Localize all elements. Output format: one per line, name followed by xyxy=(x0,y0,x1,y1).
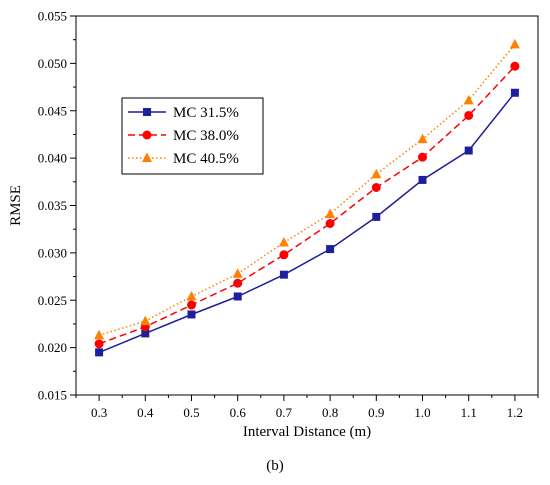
data-point xyxy=(233,278,243,288)
series-1 xyxy=(95,88,519,357)
data-point xyxy=(510,61,520,71)
data-point xyxy=(279,250,289,260)
y-tick-label: 0.015 xyxy=(38,388,67,403)
legend-entries: MC 31.5% MC 38.0% MC 40.5% xyxy=(128,105,239,167)
data-point xyxy=(186,290,197,301)
series-line xyxy=(98,92,516,354)
legend-label: MC 40.5% xyxy=(173,151,239,167)
legend-item: MC 31.5% xyxy=(128,105,239,121)
data-point xyxy=(371,168,382,179)
data-point xyxy=(279,270,288,279)
x-tick-label: 1.2 xyxy=(507,405,523,420)
legend-label: MC 38.0% xyxy=(173,128,239,144)
data-point xyxy=(325,208,336,219)
y-axis-title: RMSE xyxy=(8,185,24,226)
data-point xyxy=(325,219,335,229)
data-point xyxy=(372,212,381,221)
series-line xyxy=(98,43,516,337)
x-tick-label: 0.9 xyxy=(368,405,384,420)
x-tick-label: 0.4 xyxy=(137,405,154,420)
y-tick-label: 0.055 xyxy=(38,9,67,24)
data-point xyxy=(95,348,104,357)
legend-marker xyxy=(142,152,152,162)
data-point xyxy=(326,245,335,254)
series-group xyxy=(94,38,520,357)
data-point xyxy=(141,329,150,338)
data-point xyxy=(463,94,474,105)
data-point xyxy=(94,329,105,340)
data-point xyxy=(232,268,243,278)
y-axis-ticks: 0.015 0.020 0.025 0.030 0.035 0.040 0.045 0.050… xyxy=(38,9,76,403)
plot-frame xyxy=(75,15,539,396)
legend-marker xyxy=(143,108,151,116)
data-point xyxy=(233,292,242,301)
figure-caption: (b) xyxy=(266,458,284,474)
data-point xyxy=(187,310,196,319)
y-tick-label: 0.025 xyxy=(38,293,67,308)
data-point xyxy=(464,110,474,120)
data-point xyxy=(509,38,520,49)
x-tick-label: 0.6 xyxy=(230,405,247,420)
x-tick-label: 1.0 xyxy=(414,405,430,420)
x-tick-label: 0.8 xyxy=(322,405,338,420)
data-point xyxy=(418,152,427,162)
y-tick-label: 0.045 xyxy=(38,103,67,118)
y-tick-label: 0.035 xyxy=(38,198,67,213)
legend-label: MC 31.5% xyxy=(173,105,239,121)
legend-item: MC 38.0% xyxy=(128,128,239,144)
data-point xyxy=(94,339,104,349)
legend-item: MC 40.5% xyxy=(128,151,239,167)
x-tick-label: 0.7 xyxy=(276,405,293,420)
legend-marker xyxy=(142,130,152,140)
data-point xyxy=(418,175,427,184)
y-tick-label: 0.020 xyxy=(38,340,67,355)
x-tick-label: 0.3 xyxy=(91,405,107,420)
data-point xyxy=(140,315,151,326)
data-point xyxy=(371,182,381,192)
y-tick-label: 0.030 xyxy=(38,245,67,260)
data-point xyxy=(510,88,519,97)
x-tick-label: 1.1 xyxy=(461,405,477,420)
data-point xyxy=(187,300,196,310)
legend: MC 31.5% MC 38.0% MC 40.5% xyxy=(121,97,264,175)
x-axis-title: Interval Distance (m) xyxy=(243,424,371,440)
data-point xyxy=(464,146,473,155)
y-tick-label: 0.040 xyxy=(38,151,67,166)
series-line xyxy=(98,65,516,345)
y-tick-label: 0.050 xyxy=(38,56,67,71)
x-axis-ticks: 0.3 0.4 0.5 0.6 0.7 0.8 0.9 1.0 1.1 1.2 xyxy=(75,395,539,420)
data-point xyxy=(417,133,428,144)
series-3 xyxy=(94,38,520,340)
x-tick-label: 0.5 xyxy=(183,405,199,420)
data-point xyxy=(278,236,289,247)
rmse-line-chart: 0.015 0.020 0.025 0.030 0.035 0.040 0.045 0.050… xyxy=(8,9,539,440)
